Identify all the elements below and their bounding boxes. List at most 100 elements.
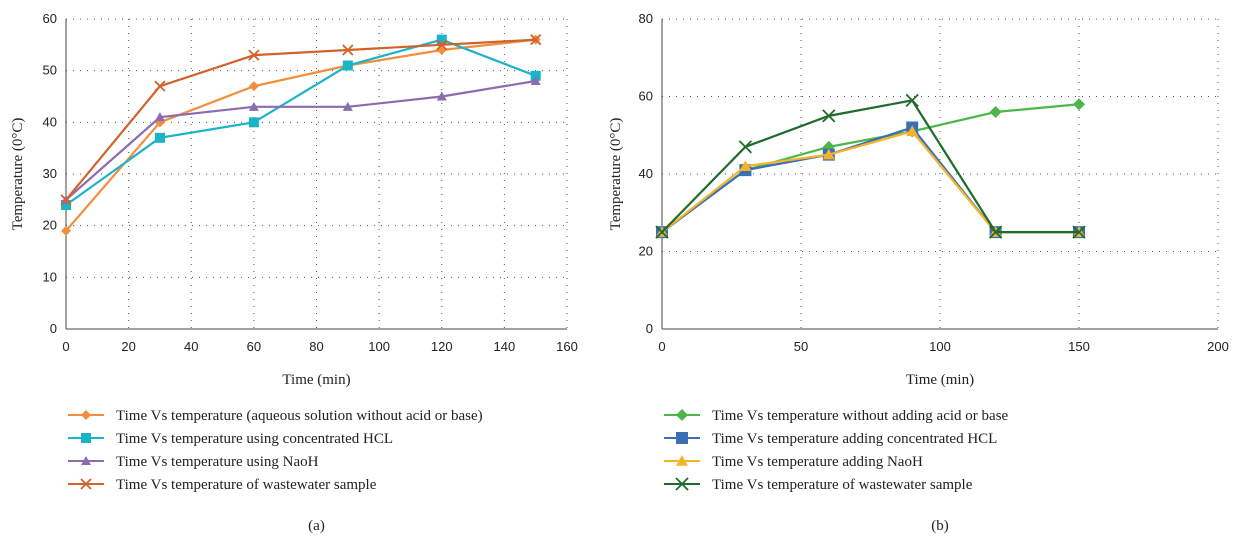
x-tick-label: 40: [184, 339, 198, 354]
y-axis-title: Temperature (0°C): [10, 118, 26, 231]
x-tick-label: 140: [494, 339, 516, 354]
data-point: [248, 117, 259, 128]
series-line: [65, 38, 536, 232]
y-tick-label: 10: [43, 269, 57, 284]
series-4: [60, 34, 542, 206]
panel-label: (b): [931, 518, 949, 534]
chart-panel-b: 0 20 40 60 80 0 50 100 150 200 Time (min) Temperatu…: [608, 11, 1229, 534]
legend-marker: [676, 455, 688, 466]
y-tick-label: 40: [43, 114, 57, 129]
legend-label: Time Vs temperature of wastewater sample: [116, 477, 377, 493]
legend-label: Time Vs temperature using concentrated H…: [116, 431, 393, 447]
x-axis-title: Time (min): [906, 372, 974, 388]
y-tick-label: 40: [639, 166, 653, 181]
legend-label: Time Vs temperature adding NaoH: [712, 454, 923, 470]
legend-marker: [81, 410, 91, 420]
x-tick-label: 50: [794, 339, 808, 354]
legend-entry: Time Vs temperature of wastewater sample: [68, 477, 377, 493]
legend-entry: Time Vs temperature without adding acid …: [664, 408, 1009, 424]
legend-marker: [676, 432, 688, 444]
data-point: [822, 148, 835, 160]
legend-marker: [80, 478, 92, 490]
data-point: [154, 80, 166, 92]
data-point: [342, 101, 353, 111]
y-tick-label: 60: [43, 11, 57, 26]
series-1: [61, 34, 541, 236]
series-line: [661, 99, 1079, 234]
data-point: [905, 93, 919, 108]
data-point: [906, 125, 919, 137]
data-point: [154, 112, 165, 122]
data-point: [989, 106, 1002, 118]
legend-marker: [675, 477, 689, 491]
legend-marker: [676, 409, 688, 421]
y-tick-label: 20: [43, 218, 57, 233]
data-point: [248, 49, 260, 61]
data-point: [530, 70, 541, 81]
y-tick-label: 0: [50, 321, 57, 336]
data-point: [61, 225, 71, 236]
series-2: [61, 34, 541, 210]
data-point: [822, 109, 836, 123]
data-point: [530, 34, 542, 46]
data-point: [530, 76, 541, 85]
legend-label: Time Vs temperature without adding acid …: [712, 408, 1009, 424]
x-tick-label: 0: [62, 339, 69, 354]
data-point: [248, 101, 259, 111]
legend-entry: Time Vs temperature using NaoH: [68, 454, 319, 470]
data-point: [342, 60, 353, 71]
legend-entry: Time Vs temperature using concentrated H…: [68, 431, 393, 447]
legend-entry: Time Vs temperature (aqueous solution wi…: [68, 408, 483, 424]
legend-label: Time Vs temperature using NaoH: [116, 454, 319, 470]
data-point: [436, 45, 447, 55]
series-3: [656, 125, 1085, 237]
legend-label: Time Vs temperature adding concentrated …: [712, 431, 997, 447]
x-tick-label: 20: [121, 339, 135, 354]
x-tick-label: 80: [309, 339, 323, 354]
x-tick-label: 100: [368, 339, 390, 354]
x-tick-label: 150: [1068, 339, 1090, 354]
x-tick-label: 200: [1207, 339, 1229, 354]
data-point: [342, 44, 354, 56]
y-tick-label: 30: [43, 166, 57, 181]
legend-marker: [81, 456, 91, 465]
x-tick-label: 120: [431, 339, 453, 354]
y-tick-label: 20: [639, 244, 653, 259]
x-tick-label: 60: [247, 339, 261, 354]
data-point: [436, 91, 447, 101]
data-point: [1072, 225, 1086, 239]
data-point: [436, 39, 448, 51]
data-point: [655, 225, 669, 239]
data-point: [1073, 98, 1085, 111]
data-point: [61, 200, 71, 210]
data-point: [738, 140, 753, 154]
legend-entry: Time Vs temperature adding NaoH: [664, 454, 923, 470]
y-tick-label: 50: [43, 63, 57, 78]
legend-label: Time Vs temperature (aqueous solution wi…: [116, 408, 483, 424]
data-point: [248, 81, 259, 92]
series-1: [656, 98, 1085, 239]
x-tick-label: 160: [556, 339, 578, 354]
series-line: [65, 38, 537, 206]
chart-panel-a: 0 10 20 30 40 50 60 0 20 40 60 80 100 120 140 160 Time (…: [10, 11, 578, 534]
data-point: [60, 194, 72, 206]
x-tick-label: 100: [929, 339, 951, 354]
y-tick-label: 0: [646, 321, 653, 336]
legend-entry: Time Vs temperature of wastewater sample: [664, 477, 973, 493]
y-tick-label: 60: [639, 89, 653, 104]
series-line: [65, 79, 536, 201]
panel-label: (a): [308, 518, 325, 534]
x-axis-title: Time (min): [282, 372, 350, 388]
y-tick-label: 80: [639, 11, 653, 26]
data-point: [739, 160, 752, 172]
x-tick-label: 0: [658, 339, 665, 354]
data-point: [988, 225, 1003, 239]
data-point: [436, 34, 447, 45]
y-axis-title: Temperature (0°C): [608, 118, 624, 231]
legend-label: Time Vs temperature of wastewater sample: [712, 477, 973, 493]
series-line: [661, 130, 1079, 234]
legend-marker: [81, 433, 91, 443]
legend-entry: Time Vs temperature adding concentrated …: [664, 431, 997, 447]
data-point: [154, 132, 165, 143]
